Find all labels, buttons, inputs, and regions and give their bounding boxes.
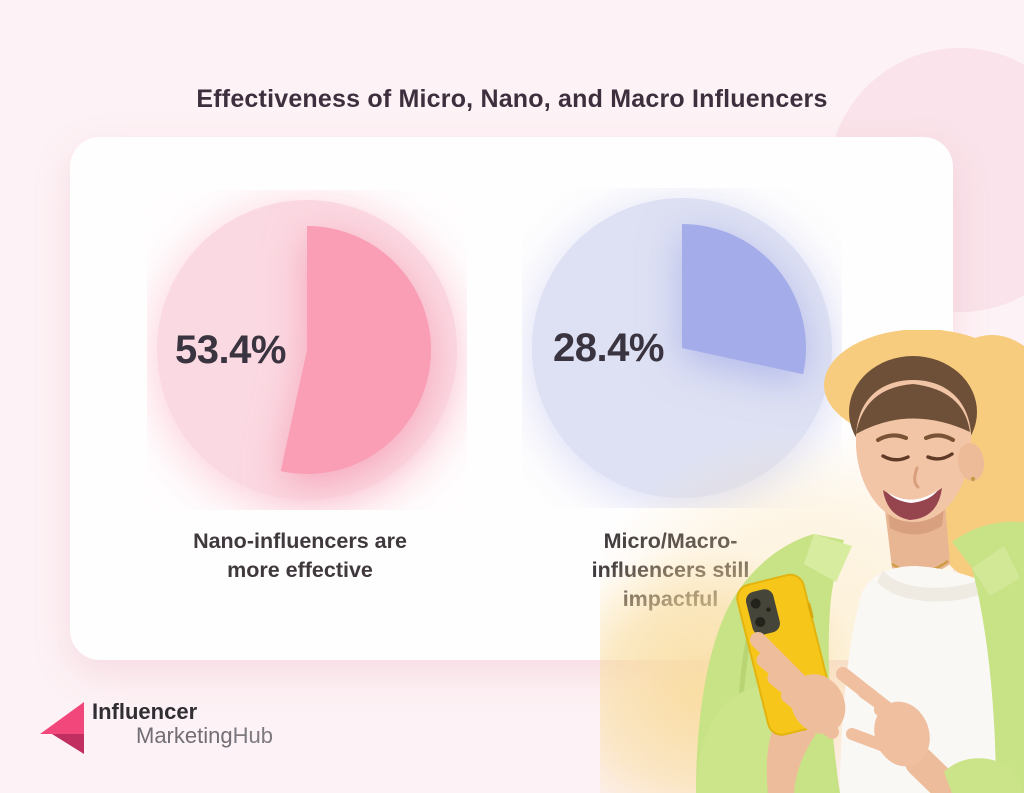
teeth	[887, 490, 938, 503]
forearm-right	[905, 747, 967, 793]
logo-text: Influencer MarketingHub	[92, 700, 273, 748]
person-photo	[600, 330, 1024, 793]
pie-percent-label-micro-macro: 28.4%	[553, 326, 664, 370]
pie-chart-micro-macro-svg	[532, 198, 832, 498]
phone-side-button	[807, 602, 814, 619]
finger	[781, 689, 839, 739]
logo-marketing: Marketing	[136, 723, 233, 748]
caption-line: more effective	[227, 558, 373, 582]
shirt-right-panel	[972, 528, 1024, 793]
eyebrow-right	[924, 433, 955, 442]
logo-line2: MarketingHub	[136, 724, 273, 748]
caption-line: Nano-influencers are	[193, 529, 407, 553]
logo-mark-icon	[40, 702, 84, 754]
logo-hub: Hub	[232, 723, 273, 748]
tshirt-collar	[877, 570, 998, 602]
phone-camera-lens	[755, 616, 766, 627]
phone-camera-lens	[750, 598, 761, 609]
shirt-collar-left	[804, 534, 852, 582]
earring	[970, 476, 976, 482]
finger	[888, 720, 924, 744]
shirt-shoulder-right	[952, 521, 1024, 568]
finger	[874, 704, 918, 734]
nose	[913, 466, 920, 489]
thumb	[846, 728, 890, 752]
eye-closed-right	[926, 452, 954, 461]
mouth-open	[883, 488, 942, 520]
shirt-collar-right	[972, 546, 1020, 596]
pie-slice-nano	[280, 226, 432, 474]
phone-camera-lens-small	[766, 607, 771, 612]
pie-chart-micro-macro: 28.4%	[522, 188, 842, 508]
influencer-marketing-hub-logo: Influencer MarketingHub	[38, 700, 273, 756]
eye-closed-left	[881, 454, 910, 462]
hair-fringe	[856, 384, 970, 434]
eyebrow-left	[876, 433, 908, 442]
ear	[957, 443, 985, 481]
pie-chart-nano-svg	[157, 200, 457, 500]
logo-line1: Influencer	[92, 699, 198, 724]
pie-chart-nano: 53.4%	[147, 190, 467, 510]
pie-percent-label-nano: 53.4%	[175, 328, 286, 372]
pie-slice-micro-macro	[682, 224, 806, 375]
sleeve-right	[944, 758, 1024, 793]
page-title: Effectiveness of Micro, Nano, and Macro …	[196, 84, 828, 113]
pie-caption-nano: Nano-influencers are more effective	[140, 527, 460, 585]
